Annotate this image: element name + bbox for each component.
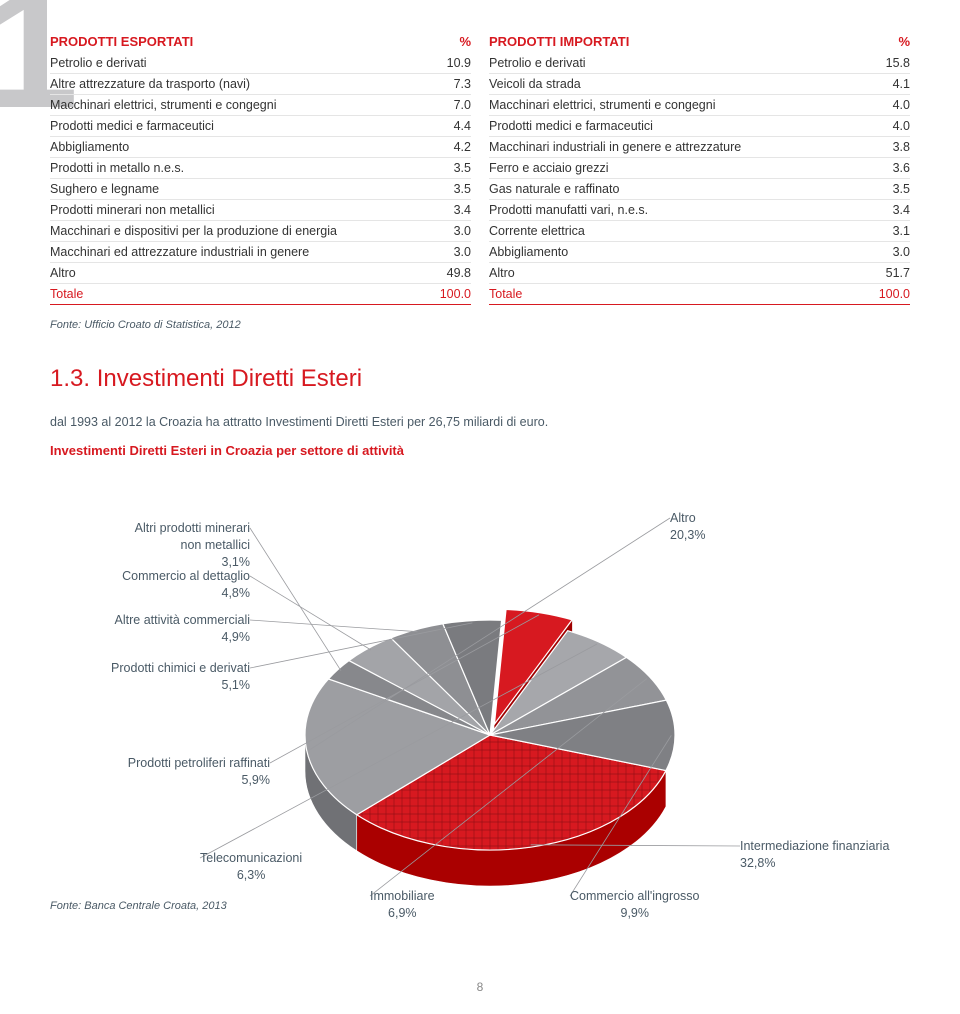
- row-label: Prodotti medici e farmaceutici: [50, 116, 430, 137]
- table-row: Macchinari elettrici, strumenti e congeg…: [489, 95, 910, 116]
- tables-source: Fonte: Ufficio Croato di Statistica, 201…: [50, 319, 910, 331]
- pie-slice-label: Commercio all'ingrosso9,9%: [570, 888, 700, 922]
- pie-slice-label: Immobiliare6,9%: [370, 888, 435, 922]
- pie-slice-label: Prodotti chimici e derivati5,1%: [111, 660, 250, 694]
- section-intro: dal 1993 al 2012 la Croazia ha attratto …: [50, 415, 910, 429]
- import-pct-header: %: [864, 30, 910, 53]
- table-row: Prodotti medici e farmaceutici4.0: [489, 116, 910, 137]
- row-value: 4.0: [864, 95, 910, 116]
- total-label: Totale: [50, 284, 430, 305]
- row-label: Veicoli da strada: [489, 74, 864, 95]
- tables-wrap: PRODOTTI ESPORTATI % Petrolio e derivati…: [50, 30, 910, 305]
- table-row: Ferro e acciaio grezzi3.6: [489, 158, 910, 179]
- table-row: Prodotti in metallo n.e.s.3.5: [50, 158, 471, 179]
- export-table: PRODOTTI ESPORTATI % Petrolio e derivati…: [50, 30, 471, 305]
- row-value: 3.8: [864, 137, 910, 158]
- row-label: Abbigliamento: [489, 242, 864, 263]
- row-label: Altro: [489, 263, 864, 284]
- export-header: PRODOTTI ESPORTATI: [50, 30, 430, 53]
- total-value: 100.0: [430, 284, 471, 305]
- table-row: Altre attrezzature da trasporto (navi)7.…: [50, 74, 471, 95]
- table-row: Prodotti minerari non metallici3.4: [50, 200, 471, 221]
- pie-slice-label: Prodotti petroliferi raffinati5,9%: [128, 755, 270, 789]
- row-value: 4.1: [864, 74, 910, 95]
- row-label: Gas naturale e raffinato: [489, 179, 864, 200]
- row-label: Petrolio e derivati: [50, 53, 430, 74]
- table-row: Corrente elettrica3.1: [489, 221, 910, 242]
- table-row: Petrolio e derivati10.9: [50, 53, 471, 74]
- table-row: Altro51.7: [489, 263, 910, 284]
- table-row: Macchinari industriali in genere e attre…: [489, 137, 910, 158]
- export-pct-header: %: [430, 30, 471, 53]
- pie-slice-label: Altro20,3%: [670, 510, 705, 544]
- row-label: Abbigliamento: [50, 137, 430, 158]
- row-value: 4.4: [430, 116, 471, 137]
- row-value: 3.4: [430, 200, 471, 221]
- row-value: 3.5: [430, 158, 471, 179]
- pie-chart-area: Intermediazione finanziaria32,8% Altro20,…: [50, 470, 910, 970]
- import-table: PRODOTTI IMPORTATI % Petrolio e derivati…: [489, 30, 910, 305]
- row-value: 3.1: [864, 221, 910, 242]
- section-title: 1.3. Investimenti Diretti Esteri: [50, 365, 910, 393]
- row-value: 49.8: [430, 263, 471, 284]
- table-row: Abbigliamento4.2: [50, 137, 471, 158]
- row-value: 4.0: [864, 116, 910, 137]
- pie-slice-label: Altri prodotti minerarinon metallici3,1%: [135, 520, 250, 571]
- row-label: Petrolio e derivati: [489, 53, 864, 74]
- pie-slice-label: Telecomunicazioni6,3%: [200, 850, 302, 884]
- row-value: 3.0: [430, 221, 471, 242]
- row-value: 3.0: [430, 242, 471, 263]
- row-value: 4.2: [430, 137, 471, 158]
- callout-line: [250, 620, 417, 632]
- table-row: Veicoli da strada4.1: [489, 74, 910, 95]
- row-value: 3.5: [430, 179, 471, 200]
- pie-source: Fonte: Banca Centrale Croata, 2013: [50, 900, 227, 912]
- row-label: Sughero e legname: [50, 179, 430, 200]
- row-value: 15.8: [864, 53, 910, 74]
- table-row: Gas naturale e raffinato3.5: [489, 179, 910, 200]
- row-value: 3.0: [864, 242, 910, 263]
- pie-slice-label: Intermediazione finanziaria32,8%: [740, 838, 889, 872]
- row-label: Macchinari elettrici, strumenti e congeg…: [50, 95, 430, 116]
- pie-slice-label: Commercio al dettaglio4,8%: [122, 568, 250, 602]
- row-label: Prodotti manufatti vari, n.e.s.: [489, 200, 864, 221]
- table-row: Sughero e legname3.5: [50, 179, 471, 200]
- table-row: Prodotti manufatti vari, n.e.s.3.4: [489, 200, 910, 221]
- row-label: Prodotti medici e farmaceutici: [489, 116, 864, 137]
- table-row: Abbigliamento3.0: [489, 242, 910, 263]
- callout-line: [250, 576, 371, 650]
- row-value: 7.0: [430, 95, 471, 116]
- table-total-row: Totale100.0: [50, 284, 471, 305]
- row-value: 51.7: [864, 263, 910, 284]
- pie-slice-label: Altre attività commerciali4,9%: [115, 612, 250, 646]
- table-row: Prodotti medici e farmaceutici4.4: [50, 116, 471, 137]
- row-value: 10.9: [430, 53, 471, 74]
- row-label: Macchinari industriali in genere e attre…: [489, 137, 864, 158]
- row-label: Macchinari e dispositivi per la produzio…: [50, 221, 430, 242]
- row-label: Corrente elettrica: [489, 221, 864, 242]
- total-value: 100.0: [864, 284, 910, 305]
- table-row: Petrolio e derivati15.8: [489, 53, 910, 74]
- table-row: Altro49.8: [50, 263, 471, 284]
- row-label: Altre attrezzature da trasporto (navi): [50, 74, 430, 95]
- row-value: 3.4: [864, 200, 910, 221]
- table-row: Macchinari e dispositivi per la produzio…: [50, 221, 471, 242]
- row-value: 3.5: [864, 179, 910, 200]
- section-subhead: Investimenti Diretti Esteri in Croazia p…: [50, 443, 910, 458]
- row-label: Altro: [50, 263, 430, 284]
- table-row: Macchinari elettrici, strumenti e congeg…: [50, 95, 471, 116]
- table-total-row: Totale100.0: [489, 284, 910, 305]
- row-label: Ferro e acciaio grezzi: [489, 158, 864, 179]
- page-number: 8: [50, 980, 910, 994]
- row-label: Macchinari ed attrezzature industriali i…: [50, 242, 430, 263]
- row-value: 3.6: [864, 158, 910, 179]
- callout-line: [250, 528, 341, 671]
- row-label: Prodotti in metallo n.e.s.: [50, 158, 430, 179]
- import-header: PRODOTTI IMPORTATI: [489, 30, 864, 53]
- total-label: Totale: [489, 284, 864, 305]
- row-label: Macchinari elettrici, strumenti e congeg…: [489, 95, 864, 116]
- row-label: Prodotti minerari non metallici: [50, 200, 430, 221]
- row-value: 7.3: [430, 74, 471, 95]
- table-row: Macchinari ed attrezzature industriali i…: [50, 242, 471, 263]
